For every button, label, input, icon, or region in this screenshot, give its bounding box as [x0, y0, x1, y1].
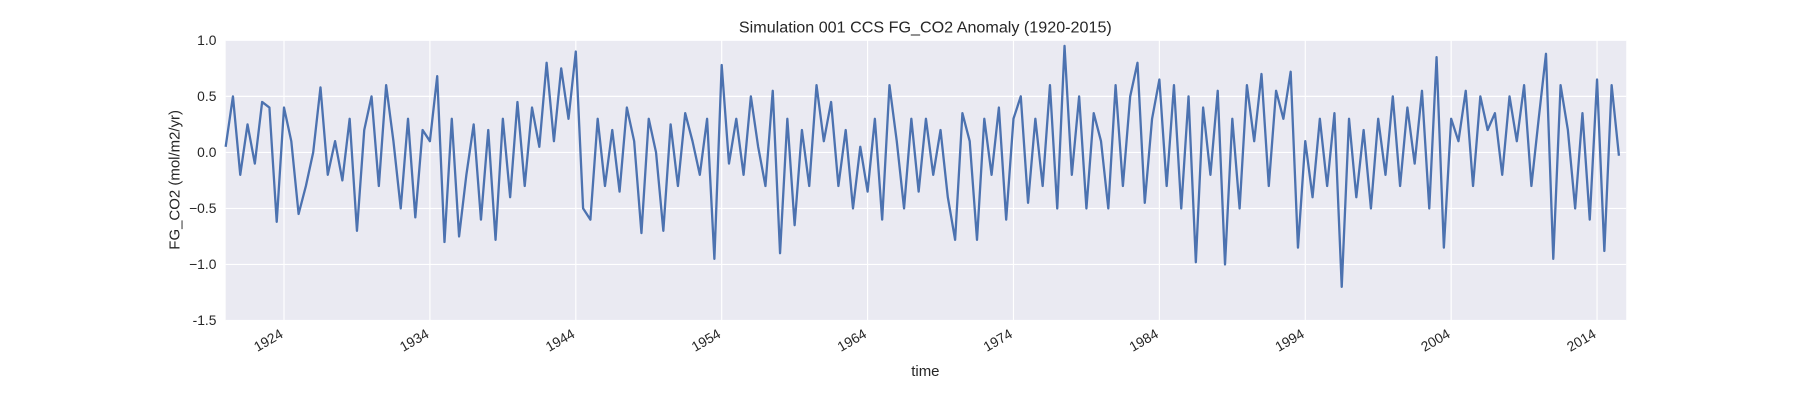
data-line — [224, 44, 1621, 288]
y-tick-label: -1.5 — [193, 312, 217, 328]
y-tick-label: −0.5 — [189, 200, 217, 216]
y-tick-label: −1.0 — [189, 256, 217, 272]
x-tick-label: 1944 — [543, 325, 578, 354]
marks — [224, 44, 1621, 288]
x-tick-label: 1964 — [834, 325, 869, 354]
chart-title: Simulation 001 CCS FG_CO2 Anomaly (1920-… — [739, 18, 1112, 36]
x-tick-label: 1994 — [1272, 325, 1307, 354]
x-tick-label: 2004 — [1418, 325, 1453, 354]
x-tick-label: 1934 — [397, 325, 432, 354]
y-tick-label: 0.0 — [197, 144, 217, 160]
x-axis-label: time — [911, 363, 939, 380]
y-axis-label: FG_CO2 (mol/m2/yr) — [167, 110, 184, 250]
x-tick-label: 1974 — [980, 325, 1015, 354]
y-tick-label: 0.5 — [197, 88, 217, 104]
plot-area — [225, 40, 1627, 321]
x-tick-label: 1924 — [251, 325, 286, 354]
x-tick-label: 2014 — [1564, 325, 1599, 354]
x-tick-label: 1984 — [1126, 325, 1161, 354]
y-tick-label: 1.0 — [197, 32, 217, 48]
x-tick-label: 1954 — [689, 325, 724, 354]
